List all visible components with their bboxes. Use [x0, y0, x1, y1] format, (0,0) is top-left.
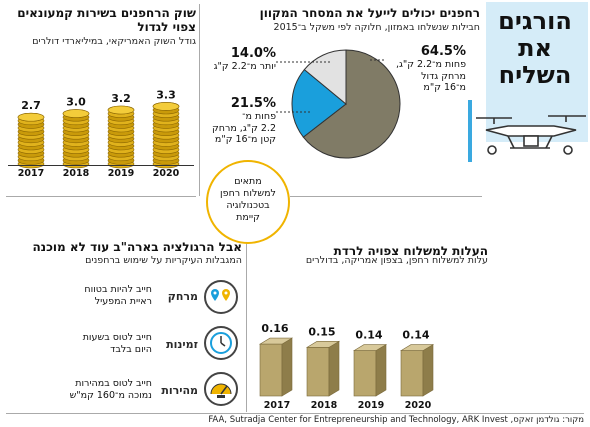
coins-x-labels: 2017 2018 2019 2020 [0, 168, 200, 182]
regulation-desc: היום בלבד [110, 344, 152, 355]
callout-text: מתאים למשלוח רחפן בטכנולוגיה קיימת [206, 176, 290, 224]
header-title-line: השליח [498, 61, 572, 89]
header-title-line: את [518, 34, 552, 62]
regulation-tag: מהירות [161, 384, 198, 397]
value-label: 0.14 [355, 329, 382, 342]
value-label: 2.7 [21, 99, 41, 112]
x-tick-label: 2018 [310, 400, 338, 411]
regulation-item: חייב להיות בטווח ראיית המפעיל [40, 284, 152, 308]
regulation-title: אבל הרגולציה בארה"ב עוד לא מוכנה [32, 240, 242, 254]
pie-slice [291, 68, 347, 138]
callout-line: בטכנולוגיה [226, 200, 270, 211]
cost-chart-title: העלות למשלוח צפויה לרדת [333, 244, 488, 258]
regulation-desc: חייב להיות בטווח [84, 284, 152, 295]
cost-chart-header: העלות למשלוח צפויה לרדת [252, 240, 488, 259]
clock-icon [204, 326, 238, 360]
callout-line: קיימת [236, 212, 260, 223]
cost-bar-chart: 0.16 0.15 0.14 0.14 [258, 322, 435, 397]
pie-pct: 14.0% [230, 46, 276, 61]
separator [6, 413, 584, 414]
cost-bar [305, 340, 341, 397]
source-note: מקור: גולדמן זאקס, FAA, Sutradja Center … [208, 415, 584, 425]
x-tick-label: 2017 [17, 168, 45, 179]
value-label: 0.16 [261, 322, 288, 335]
regulation-desc: נמוכה מ־160 קמ"ש [69, 390, 152, 401]
callout-line: מתאים [234, 176, 262, 187]
regulation-desc: ראיית המפעיל [94, 296, 152, 307]
value-label: 0.15 [308, 325, 335, 338]
coin-stack-bar [62, 109, 90, 169]
pie-label-small-near: 21.5% פחות מ־ 2.2 ק"ג, מרחק קטן מ־16 ק"מ [200, 96, 276, 146]
header-title-line: הורגים [498, 7, 572, 35]
pie-title: רחפנים יכולים לייעל את המסחר המקוון [259, 6, 480, 20]
regulation-item: חייב לטוס בשעות היום בלבד [40, 332, 152, 356]
pie-slice-label: פחות מ־2.2 ק"ג, [395, 59, 466, 70]
regulation-tag: מרחק [167, 290, 198, 303]
x-tick-label: 2018 [62, 168, 90, 179]
separator [199, 4, 200, 196]
x-tick-label: 2020 [152, 168, 180, 179]
cost-chart-subtitle: עלות למשלוח רחפן, בצפון אמריקה, בדולרים [305, 255, 488, 266]
pie-label-large-far: 64.5% פחות מ־2.2 ק"ג, מרחק גדול מ־16 ק"מ [368, 44, 466, 94]
x-tick-label: 2019 [107, 168, 135, 179]
cost-bar [258, 337, 294, 397]
callout-circle [206, 160, 290, 244]
pie-slice-label: יותר מ־2.2 ק"ג [213, 61, 276, 72]
x-tick-label: 2020 [404, 400, 432, 411]
coins-axis-line [8, 165, 194, 166]
coins-chart-subtitle: גודל השוק האמריקאי, במיליארדי דולרים [32, 36, 196, 47]
pie-slice-label: קטן מ־16 ק"מ [214, 134, 276, 145]
value-label: 3.3 [156, 88, 176, 101]
value-label: 3.0 [66, 96, 86, 109]
regulation-subtitle: המגבלות העיקריות על שימוש ברחפנים [85, 255, 242, 266]
value-label: 3.2 [111, 92, 131, 105]
coins-chart-title: שוק הרחפנים בשירות קמעונאים צפוי לגדול [17, 6, 196, 34]
cost-bar [399, 344, 435, 397]
separator [290, 196, 482, 197]
pie-slice [303, 49, 347, 106]
separator [6, 196, 196, 197]
speedometer-icon [204, 372, 238, 406]
pie-slice-label: פחות מ־ [242, 111, 276, 122]
pie-slice [302, 49, 401, 159]
pie-pct: 64.5% [420, 44, 466, 59]
x-tick-label: 2019 [357, 400, 385, 411]
pie-chart [291, 49, 401, 159]
separator [246, 234, 247, 412]
location-pins-icon [204, 280, 238, 314]
coins-bar-chart: 2.7 3.0 3.2 3.3 [17, 88, 180, 169]
regulation-desc: חייב לטוס במהירות [75, 378, 152, 389]
coin-stack-bar [17, 112, 45, 169]
regulation-desc: חייב לטוס בשעות [82, 332, 152, 343]
coin-stack-bar [152, 102, 180, 169]
cost-x-labels: 2017 2018 2019 2020 [248, 400, 448, 414]
drone-icon [468, 100, 586, 162]
header-title: הורגים את השליח [486, 8, 584, 89]
pie-slice-label: מ־16 ק"מ [423, 82, 466, 93]
regulation-item: חייב לטוס במהירות נמוכה מ־160 קמ"ש [40, 378, 152, 402]
x-tick-label: 2017 [263, 400, 291, 411]
coin-stack-bar [107, 105, 135, 169]
pie-slice-label: 2.2 ק"ג, מרחק [212, 122, 276, 134]
pie-slice-label: מרחק גדול [421, 70, 466, 82]
value-label: 0.14 [402, 329, 429, 342]
cost-bar [352, 344, 388, 397]
pie-pct: 21.5% [230, 96, 276, 111]
pie-label-heavy: 14.0% יותר מ־2.2 ק"ג [200, 46, 276, 73]
pie-leader-lines [276, 59, 386, 113]
pie-subtitle: חבילות שנשלחו באמזון, חלוקה לפי משקל ב־2… [273, 22, 480, 33]
callout-line: למשלוח רחפן [220, 188, 276, 199]
regulation-tag: זמינות [166, 338, 198, 351]
